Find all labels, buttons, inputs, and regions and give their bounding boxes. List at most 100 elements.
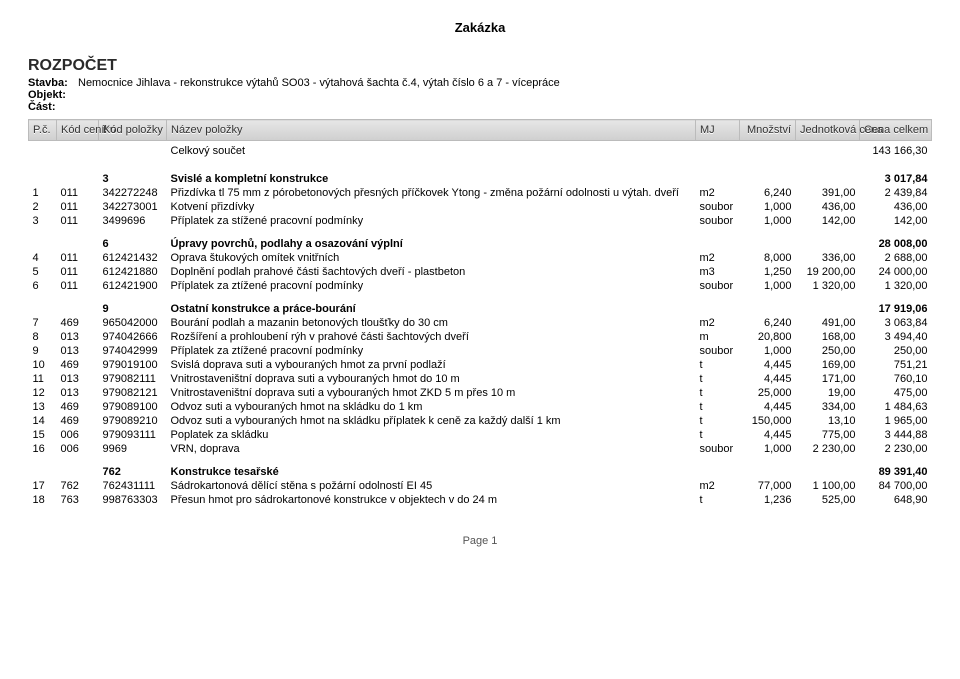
- cell-mn: 4,445: [740, 400, 796, 414]
- cell-pc: 6: [29, 279, 57, 293]
- cell-mj: t: [696, 400, 740, 414]
- cell-jc: 171,00: [796, 372, 860, 386]
- doc-title: ROZPOČET: [28, 57, 932, 75]
- cell-jc: 13,10: [796, 414, 860, 428]
- cell-mj: t: [696, 358, 740, 372]
- cell: [696, 293, 740, 316]
- section-row: 6Úpravy povrchů, podlahy a osazování výp…: [29, 228, 932, 251]
- cell-kp: 342272248: [99, 186, 167, 200]
- cell-jc: 336,00: [796, 251, 860, 265]
- table-body: Celkový součet143 166,303Svislé a komple…: [29, 141, 932, 508]
- cell-mj: m2: [696, 479, 740, 493]
- cell-cc: 84 700,00: [860, 479, 932, 493]
- cell-cc: 3 494,40: [860, 330, 932, 344]
- cell-jc: 19,00: [796, 386, 860, 400]
- doc-header-label: Zakázka: [28, 20, 932, 35]
- table-row: 30113499696Příplatek za stížené pracovní…: [29, 214, 932, 228]
- cell-kp: 342273001: [99, 200, 167, 214]
- cell-kp: 3499696: [99, 214, 167, 228]
- cell-kp: 762431111: [99, 479, 167, 493]
- cell: [29, 293, 57, 316]
- cell-mj: t: [696, 414, 740, 428]
- cell-kc: 011: [57, 214, 99, 228]
- cell-kp: 612421900: [99, 279, 167, 293]
- cell-mj: t: [696, 372, 740, 386]
- meta-label: Část:: [28, 101, 78, 113]
- col-cc: Cena celkem: [860, 120, 932, 141]
- cell-kc: 762: [57, 479, 99, 493]
- cell-jc: 775,00: [796, 428, 860, 442]
- cell-kc: 013: [57, 344, 99, 358]
- cell-naz: Kotvení přizdívky: [167, 200, 696, 214]
- cell-mn: 6,240: [740, 186, 796, 200]
- cell-kp: 965042000: [99, 316, 167, 330]
- cell-jc: 168,00: [796, 330, 860, 344]
- col-naz: Název položky: [167, 120, 696, 141]
- table-row: 13469979089100Odvoz suti a vybouraných h…: [29, 400, 932, 414]
- table-row: 8013974042666Rozšíření a prohloubení rýh…: [29, 330, 932, 344]
- table-row: 5011612421880Doplnění podlah prahové čás…: [29, 265, 932, 279]
- cell: [696, 456, 740, 479]
- cell-mn: 4,445: [740, 428, 796, 442]
- section-title: Ostatní konstrukce a práce-bourání: [167, 293, 696, 316]
- cell-kc: 011: [57, 186, 99, 200]
- cell: [57, 141, 99, 164]
- table-row: 160069969VRN, dopravasoubor1,0002 230,00…: [29, 442, 932, 456]
- cell: [796, 293, 860, 316]
- section-title: Úpravy povrchů, podlahy a osazování výpl…: [167, 228, 696, 251]
- cell-pc: 18: [29, 493, 57, 507]
- cell-kp: 612421880: [99, 265, 167, 279]
- section-title: Konstrukce tesařské: [167, 456, 696, 479]
- col-mn: Množství: [740, 120, 796, 141]
- section-row: 762Konstrukce tesařské89 391,40: [29, 456, 932, 479]
- cell-pc: 11: [29, 372, 57, 386]
- cell-cc: 3 063,84: [860, 316, 932, 330]
- meta-row-objekt: Objekt:: [28, 89, 932, 101]
- cell-pc: 1: [29, 186, 57, 200]
- cell-kc: 006: [57, 442, 99, 456]
- cell-jc: 142,00: [796, 214, 860, 228]
- cell-naz: Přizdívka tl 75 mm z pórobetonových přes…: [167, 186, 696, 200]
- table-row: 1011342272248Přizdívka tl 75 mm z pórobe…: [29, 186, 932, 200]
- cell-cc: 2 439,84: [860, 186, 932, 200]
- cell: [740, 141, 796, 164]
- cell: [57, 228, 99, 251]
- cell-mn: 1,250: [740, 265, 796, 279]
- cell-kp: 612421432: [99, 251, 167, 265]
- cell-mn: 1,000: [740, 279, 796, 293]
- table-row: 17762762431111Sádrokartonová dělící stěn…: [29, 479, 932, 493]
- doc-meta: Stavba: Nemocnice Jihlava - rekonstrukce…: [28, 77, 932, 113]
- cell-jc: 1 100,00: [796, 479, 860, 493]
- col-pc: P.č.: [29, 120, 57, 141]
- section-row: 9Ostatní konstrukce a práce-bourání17 91…: [29, 293, 932, 316]
- cell-cc: 436,00: [860, 200, 932, 214]
- table-row: 2011342273001Kotvení přizdívkysoubor1,00…: [29, 200, 932, 214]
- cell-pc: 13: [29, 400, 57, 414]
- cell-pc: 17: [29, 479, 57, 493]
- table-row: 18763998763303Přesun hmot pro sádrokarto…: [29, 493, 932, 507]
- cell-mj: t: [696, 428, 740, 442]
- cell-pc: 14: [29, 414, 57, 428]
- section-sum: 28 008,00: [860, 228, 932, 251]
- cell: [796, 456, 860, 479]
- cell-naz: VRN, doprava: [167, 442, 696, 456]
- cell-kp: 974042999: [99, 344, 167, 358]
- table-head: P.č. Kód ceníku Kód položky Název položk…: [29, 120, 932, 141]
- cell-kc: 011: [57, 279, 99, 293]
- table-row: 14469979089210Odvoz suti a vybouraných h…: [29, 414, 932, 428]
- cell-kc: 013: [57, 372, 99, 386]
- cell-naz: Přesun hmot pro sádrokartonové konstrukc…: [167, 493, 696, 507]
- cell-mj: t: [696, 493, 740, 507]
- budget-document: Zakázka ROZPOČET Stavba: Nemocnice Jihla…: [0, 0, 960, 567]
- cell-naz: Oprava štukových omítek vnitřních: [167, 251, 696, 265]
- cell-pc: 12: [29, 386, 57, 400]
- cell-mj: m2: [696, 316, 740, 330]
- cell-kp: 979082121: [99, 386, 167, 400]
- cell-kc: 013: [57, 386, 99, 400]
- table-row: 12013979082121Vnitrostaveništní doprava …: [29, 386, 932, 400]
- cell-kc: 013: [57, 330, 99, 344]
- section-code: 6: [99, 228, 167, 251]
- cell-pc: 5: [29, 265, 57, 279]
- cell: [796, 228, 860, 251]
- cell-jc: 1 320,00: [796, 279, 860, 293]
